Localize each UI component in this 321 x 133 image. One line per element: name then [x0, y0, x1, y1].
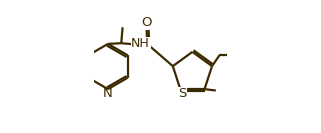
Text: NH: NH — [131, 37, 150, 50]
Text: N: N — [103, 87, 113, 100]
Text: S: S — [178, 87, 186, 100]
Text: O: O — [141, 16, 152, 29]
